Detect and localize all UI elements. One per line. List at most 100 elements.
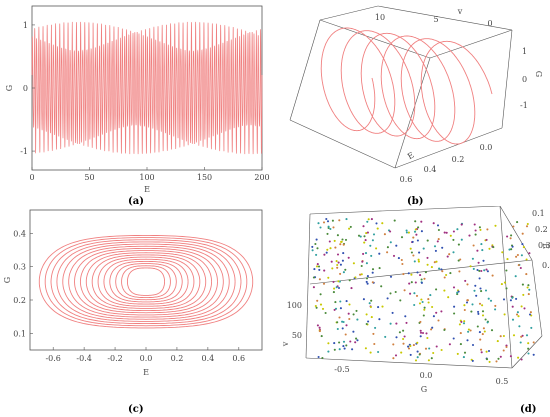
scatter-point <box>456 291 459 294</box>
box-edge <box>305 213 311 359</box>
scatter-point <box>443 289 446 292</box>
scatter-point <box>370 218 373 221</box>
scatter-point <box>517 315 520 318</box>
right-tick-label: -1 <box>520 101 528 110</box>
scatter-point <box>429 294 432 297</box>
scatter-point <box>398 331 401 334</box>
scatter-point <box>335 260 338 263</box>
scatter-point <box>389 322 392 325</box>
scatter-point <box>342 271 345 274</box>
right-tick-label: 1 <box>522 47 527 56</box>
chart-a: 0 50 100 150 200 -1 0 1 E G <box>5 5 270 194</box>
scatter-point <box>318 268 321 271</box>
scatter-point <box>323 253 326 256</box>
series-ring <box>50 239 242 325</box>
x-tick-label: 0.4 <box>201 354 214 363</box>
scatter-point <box>416 239 419 242</box>
scatter-point <box>392 343 395 346</box>
scatter-point <box>359 235 362 238</box>
scatter-point <box>348 279 351 282</box>
series-ring <box>38 234 254 329</box>
box-edge <box>305 357 513 369</box>
scatter-point <box>316 263 319 266</box>
scatter-point <box>356 318 359 321</box>
bottom-axis-label: G <box>421 385 427 394</box>
scatter-point <box>528 252 531 255</box>
scatter-point <box>319 303 323 306</box>
scatter-point <box>332 291 335 294</box>
scatter-point <box>318 330 321 333</box>
scatter-point <box>419 331 423 334</box>
scatter-point <box>407 347 411 350</box>
scatter-point <box>394 354 398 357</box>
panel-b: 10 5 0 v 1 0 -1 G 0.6 0.4 0.2 0.0 E <box>280 0 550 205</box>
series-ring <box>103 258 189 305</box>
scatter-point <box>365 262 368 265</box>
scatter-point <box>463 304 466 307</box>
scatter-point <box>484 289 488 292</box>
scatter-point <box>339 243 342 246</box>
series-ring <box>74 247 218 316</box>
left-tick-label: 100 <box>287 301 302 310</box>
scatter-point <box>463 308 466 312</box>
scatter-point <box>357 234 361 237</box>
scatter-point <box>449 272 452 275</box>
y-axis-label: G <box>3 277 12 283</box>
scatter-point <box>403 335 406 338</box>
scatter-point <box>500 283 503 286</box>
box-edge <box>309 205 501 215</box>
scatter-point <box>460 238 463 241</box>
scatter-point <box>527 293 530 296</box>
scatter-point <box>375 222 378 225</box>
scatter-point <box>476 268 479 272</box>
scatter-point <box>492 246 495 249</box>
y-tick-label: 0.1 <box>13 329 26 338</box>
scatter-point <box>443 276 446 279</box>
scatter-point <box>404 315 407 318</box>
scatter-point <box>440 268 443 271</box>
series-ring <box>115 263 177 301</box>
box-edge <box>499 205 533 261</box>
scatter-point <box>362 298 365 301</box>
scatter-point <box>415 233 418 236</box>
scatter-point <box>315 306 318 309</box>
scatter-point <box>341 327 344 330</box>
scatter-point <box>503 313 506 316</box>
scatter-point <box>375 247 378 250</box>
scatter-point <box>402 342 405 345</box>
scatter-point <box>381 305 384 308</box>
scatter-point <box>483 330 486 333</box>
scatter-point <box>463 320 466 323</box>
scatter-point <box>468 234 471 237</box>
right-tick-label: 0.3 <box>538 241 550 250</box>
scatter-point <box>374 326 377 329</box>
scatter-point <box>486 321 489 324</box>
scatter-point <box>380 285 383 288</box>
scatter-point <box>362 225 365 228</box>
scatter-point <box>506 235 509 238</box>
series-ring <box>62 243 230 320</box>
scatter-point <box>342 252 345 255</box>
scatter-point <box>369 305 372 309</box>
scatter-point <box>333 287 336 290</box>
scatter-point <box>389 292 392 295</box>
scatter-point <box>479 228 482 231</box>
scatter-point <box>389 230 392 233</box>
scatter-point <box>445 231 448 234</box>
scatter-point <box>342 340 346 343</box>
scatter-point <box>383 233 386 236</box>
box-edge <box>394 127 503 169</box>
scatter-point <box>522 293 525 296</box>
scatter-point <box>349 340 352 343</box>
scatter-point <box>466 339 469 342</box>
scatter-point <box>318 326 321 329</box>
scatter-point <box>460 223 463 226</box>
scatter-point <box>527 347 530 350</box>
scatter-point <box>327 350 330 353</box>
plot-frame <box>29 209 263 351</box>
scatter-point <box>319 293 322 296</box>
scatter-point <box>339 272 342 275</box>
scatter-point <box>516 253 519 257</box>
scatter-point <box>347 312 350 315</box>
scatter-point <box>432 315 435 318</box>
